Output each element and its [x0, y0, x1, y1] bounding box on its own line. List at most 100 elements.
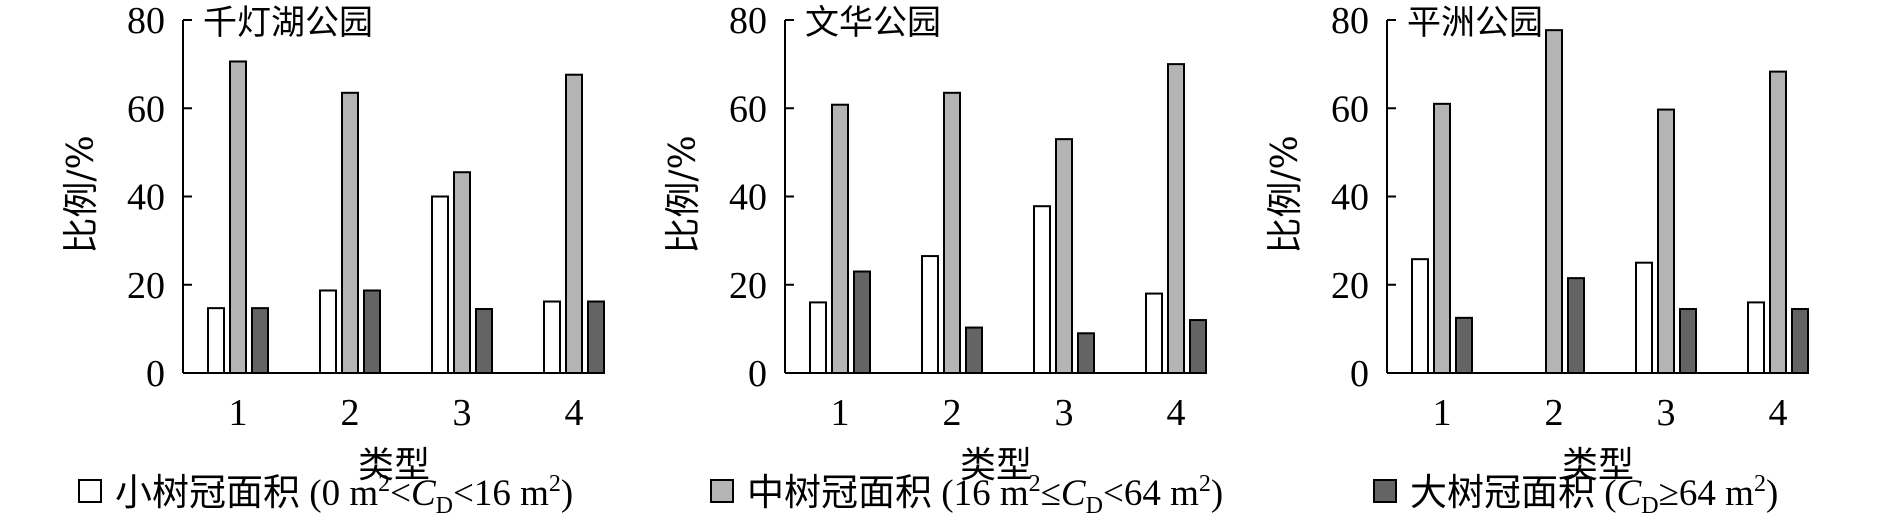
y-tick-label: 20 [127, 265, 165, 307]
legend-range: ( [1595, 473, 1617, 514]
bar [853, 270, 871, 375]
bar [831, 103, 849, 374]
y-tick-label: 20 [1331, 265, 1369, 307]
bar [1145, 292, 1163, 375]
legend-label: 小树冠面积 (0 m2<CD<16 m2) [115, 471, 573, 519]
bar [431, 195, 449, 374]
y-tick-label: 20 [729, 265, 767, 307]
legend-name: 大树冠面积 [1410, 473, 1595, 514]
bar [965, 326, 983, 374]
y-axis-label: 比例/% [1265, 135, 1306, 253]
y-tick-label: 80 [729, 0, 767, 42]
chart-title: 文华公园 [805, 3, 941, 43]
legend-label: 大树冠面积 (CD≥64 m2) [1410, 471, 1778, 519]
bar [1189, 319, 1207, 374]
legend-sup: 2 [378, 471, 390, 497]
chart-title: 平洲公园 [1407, 3, 1543, 43]
chart-legend: 小树冠面积 (0 m2<CD<16 m2) 中树冠面积 (16 m2≤CD<64 … [78, 471, 1778, 519]
legend-name: 中树冠面积 [747, 473, 932, 514]
bar [1033, 205, 1051, 374]
legend-sub: D [1641, 493, 1658, 519]
x-tick-label: 1 [1433, 392, 1452, 434]
x-tick-label: 4 [1167, 392, 1186, 434]
y-tick-label: 40 [1331, 177, 1369, 219]
bar [475, 308, 493, 374]
legend-variable: C [411, 473, 437, 514]
legend-range: ) [1766, 473, 1778, 514]
legend-range: ≥64 m [1659, 473, 1755, 514]
bar [1167, 63, 1185, 374]
bar [229, 60, 247, 374]
x-axis-label: 类型 [1562, 445, 1634, 486]
legend-range: <16 m [453, 473, 549, 514]
bar [809, 301, 827, 374]
bar [341, 91, 359, 375]
chart-title: 千灯湖公园 [203, 3, 373, 43]
y-tick-label: 0 [748, 353, 767, 395]
x-tick-label: 3 [1055, 392, 1074, 434]
bar [1455, 316, 1473, 374]
x-tick-label: 2 [943, 392, 962, 434]
bar [1635, 261, 1653, 374]
legend-range: ) [1211, 473, 1223, 514]
y-tick-label: 0 [146, 353, 165, 395]
legend-range: (0 m [300, 473, 378, 514]
bar [1769, 70, 1787, 374]
y-tick-label: 60 [729, 88, 767, 130]
x-axis-label: 类型 [960, 445, 1032, 486]
bar [921, 255, 939, 375]
bar [1567, 277, 1585, 375]
y-axis-label: 比例/% [663, 135, 704, 253]
y-tick-label: 40 [729, 177, 767, 219]
x-tick-label: 4 [565, 392, 584, 434]
x-tick-label: 2 [1545, 392, 1564, 434]
x-tick-label: 1 [229, 392, 248, 434]
legend-sub: D [436, 493, 453, 519]
legend-item: 大树冠面积 (CD≥64 m2) [1373, 471, 1778, 519]
legend-swatch [710, 479, 734, 503]
bar [587, 300, 605, 374]
bar [1791, 308, 1809, 374]
bar [943, 91, 961, 375]
legend-sub: D [1086, 493, 1103, 519]
bar [363, 289, 381, 374]
legend-sup: 2 [1029, 471, 1041, 497]
x-tick-label: 2 [341, 392, 360, 434]
legend-variable: C [1061, 473, 1087, 514]
y-tick-label: 40 [127, 177, 165, 219]
bar [543, 300, 561, 374]
y-tick-label: 60 [127, 88, 165, 130]
bar [1433, 102, 1451, 375]
y-tick-label: 0 [1350, 353, 1369, 395]
legend-label: 中树冠面积 (16 m2≤CD<64 m2) [747, 471, 1223, 519]
legend-sup: 2 [1754, 471, 1766, 497]
x-tick-label: 3 [453, 392, 472, 434]
bar [1055, 138, 1073, 374]
bar [453, 171, 471, 374]
x-tick-label: 1 [831, 392, 850, 434]
x-tick-label: 4 [1769, 392, 1788, 434]
bar [319, 289, 337, 374]
bar [1657, 108, 1675, 374]
legend-variable: C [1617, 473, 1643, 514]
y-tick-label: 80 [127, 0, 165, 42]
legend-swatch [1373, 479, 1397, 503]
bar [1679, 308, 1697, 374]
bar [1747, 301, 1765, 374]
legend-item: 小树冠面积 (0 m2<CD<16 m2) [78, 471, 573, 519]
legend-range: ) [561, 473, 573, 514]
legend-sup: 2 [549, 471, 561, 497]
legend-item: 中树冠面积 (16 m2≤CD<64 m2) [710, 471, 1223, 519]
bar [251, 307, 269, 375]
y-axis-label: 比例/% [61, 135, 102, 253]
x-tick-label: 3 [1657, 392, 1676, 434]
legend-range: <64 m [1103, 473, 1199, 514]
legend-swatch [78, 479, 102, 503]
y-tick-label: 80 [1331, 0, 1369, 42]
bar [1545, 29, 1563, 375]
x-axis-label: 类型 [358, 445, 430, 486]
